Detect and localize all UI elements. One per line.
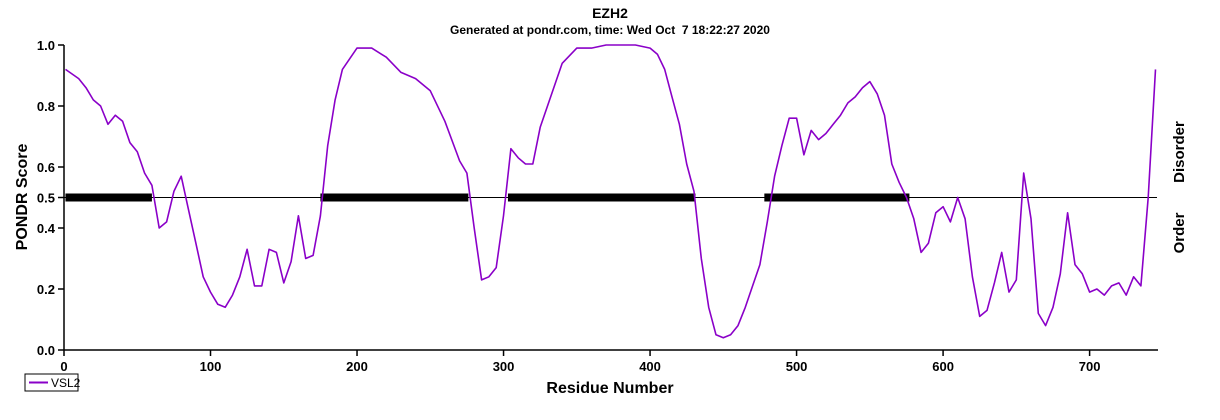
legend-label-vsl2: VSL2 [51,376,81,390]
x-tick-label: 400 [639,359,661,374]
y-tick-label: 0.2 [37,282,55,297]
x-tick-label: 300 [493,359,515,374]
y-axis-ticks: 0.0 0.2 0.4 0.5 0.6 0.8 1.0 [37,38,64,358]
y-tick-label: 1.0 [37,38,55,53]
x-tick-label: 500 [786,359,808,374]
x-axis-label: Residue Number [546,380,673,397]
chart-title: EZH2 [592,5,628,21]
x-tick-label: 200 [346,359,368,374]
y-tick-label: 0.4 [37,221,56,236]
legend-box [24,373,79,392]
y-tick-label: 0.8 [37,99,55,114]
y-tick-label: 0.6 [37,160,55,175]
x-axis-ticks: 0 100 200 300 400 500 600 700 [60,350,1100,374]
x-tick-label: 700 [1079,359,1101,374]
series-line-vsl2 [65,44,1157,339]
y-axis-label: PONDR Score [14,144,31,251]
disorder-side-label: Disorder [1171,121,1188,183]
x-tick-label: 0 [60,359,67,374]
chart-subtitle: Generated at pondr.com, time: Wed Oct 7 … [450,23,770,37]
x-tick-label: 600 [932,359,954,374]
y-tick-label: 0.0 [37,343,55,358]
y-tick-label: 0.5 [37,191,55,206]
legend: VSL2 [24,373,81,392]
order-side-label: Order [1171,212,1188,253]
x-tick-label: 100 [200,359,222,374]
